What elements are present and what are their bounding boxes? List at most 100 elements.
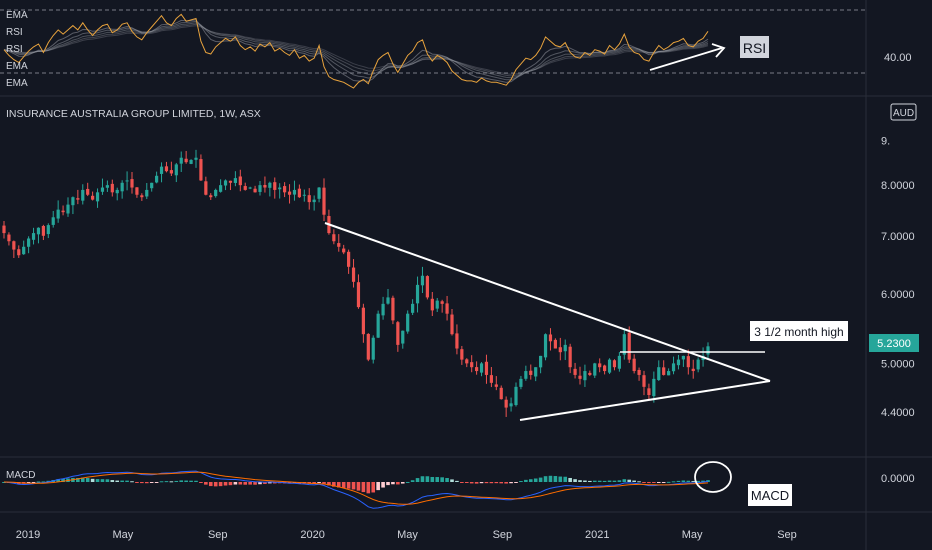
macd-histogram-bar: [243, 482, 248, 485]
macd-histogram-bar: [327, 482, 331, 486]
candle-body: [479, 363, 484, 373]
macd-annotation: MACD: [751, 488, 789, 503]
macd-histogram-bar: [484, 482, 489, 484]
candle-body: [233, 178, 237, 183]
macd-histogram-bar: [371, 482, 376, 493]
macd-histogram-bar: [479, 482, 484, 484]
macd-histogram-bar: [130, 481, 134, 483]
candle-body: [420, 275, 425, 286]
macd-highlight-circle: [694, 461, 732, 493]
candle-body: [691, 368, 695, 372]
candle-body: [445, 303, 449, 314]
candle-body: [696, 359, 700, 370]
candle-body: [95, 192, 100, 202]
candle-body: [302, 194, 306, 196]
macd-histogram-bar: [135, 482, 139, 483]
macd-histogram-bar: [174, 480, 179, 482]
candle-body: [317, 187, 321, 199]
macd-annotation-box: [748, 484, 792, 506]
candle-body: [647, 388, 651, 396]
macd-histogram-bar: [681, 480, 686, 482]
macd-histogram-bar: [607, 480, 612, 482]
ema-ribbon-line: [3, 23, 709, 77]
macd-histogram-bar: [208, 482, 213, 487]
macd-histogram-bar: [494, 482, 499, 484]
candle-body: [130, 179, 134, 188]
candle-body: [386, 297, 390, 304]
macd-histogram-bar: [258, 482, 262, 485]
candle-body: [140, 195, 144, 198]
rsi-legend-label: RSI: [6, 27, 23, 38]
candle-body: [164, 166, 169, 172]
macd-histogram-bar: [420, 476, 425, 482]
macd-histogram-bar: [405, 481, 410, 483]
time-axis-label: May: [112, 529, 133, 541]
candle-body: [223, 180, 228, 186]
candle-body: [460, 349, 464, 360]
candle-body: [539, 355, 543, 368]
price-tick-label: 4.4000: [881, 407, 915, 419]
macd-histogram-bar: [440, 477, 444, 482]
candle-body: [583, 371, 587, 381]
macd-histogram-bar: [125, 480, 129, 482]
candle-body: [411, 303, 415, 313]
macd-histogram-bar: [179, 480, 184, 482]
macd-histogram-bar: [194, 480, 198, 482]
macd-histogram-bar: [469, 482, 474, 484]
macd-histogram-bar: [499, 482, 504, 484]
rsi-legend-label: RSI: [6, 44, 23, 55]
rsi-annotation-box: [740, 36, 769, 58]
macd-histogram-bar: [450, 479, 454, 482]
candle-body: [174, 164, 178, 176]
macd-histogram-bar: [415, 478, 420, 482]
candle-body: [401, 330, 405, 344]
macd-histogram-bar: [140, 482, 144, 484]
last-price-badge: [869, 334, 919, 352]
macd-histogram-bar: [80, 477, 85, 482]
candle-body: [7, 234, 11, 242]
candle-body: [455, 333, 459, 349]
candle-body: [509, 403, 513, 407]
macd-histogram-bar: [538, 477, 543, 482]
macd-histogram-bar: [386, 482, 390, 486]
price-annotation: 3 1/2 month high: [754, 325, 843, 339]
macd-histogram-bar: [691, 481, 696, 483]
macd-histogram-bar: [504, 482, 508, 484]
candle-body: [248, 187, 252, 189]
rsi-pane: EMA RSI RSI EMA EMA RSI 40.00: [0, 9, 912, 89]
candle-body: [332, 234, 336, 242]
candle-body: [71, 197, 75, 206]
macd-histogram-bar: [553, 476, 558, 482]
time-axis-label: Sep: [208, 529, 228, 541]
candle-body: [292, 189, 297, 195]
candle-body: [214, 189, 218, 197]
currency-label: AUD: [893, 108, 914, 119]
candle-body: [450, 314, 454, 335]
macd-histogram-bar: [642, 482, 646, 483]
candle-body: [145, 189, 149, 197]
candle-body: [366, 333, 370, 360]
candle-body: [548, 334, 553, 342]
macd-histogram-bar: [425, 476, 430, 482]
candle-body: [258, 185, 262, 192]
candle-body: [297, 188, 301, 198]
candle-body: [642, 375, 646, 387]
macd-histogram-bar: [76, 478, 80, 482]
candle-body: [337, 243, 341, 247]
candle-body: [593, 363, 597, 376]
candle-body: [484, 361, 489, 375]
candle-body: [534, 367, 538, 377]
macd-histogram-bar: [120, 480, 124, 482]
candle-body: [475, 367, 479, 372]
rsi-legend-label: EMA: [6, 61, 28, 72]
macd-histogram-bar: [346, 482, 351, 489]
candle-body: [435, 300, 439, 309]
candle-body: [612, 360, 617, 368]
rsi-trend-arrow: [649, 47, 723, 71]
candle-body: [125, 180, 129, 182]
candle-body: [667, 371, 671, 376]
candle-body: [179, 157, 183, 164]
candle-body: [209, 195, 213, 198]
macd-histogram-bar: [647, 482, 651, 484]
macd-signal-line: [3, 471, 709, 505]
